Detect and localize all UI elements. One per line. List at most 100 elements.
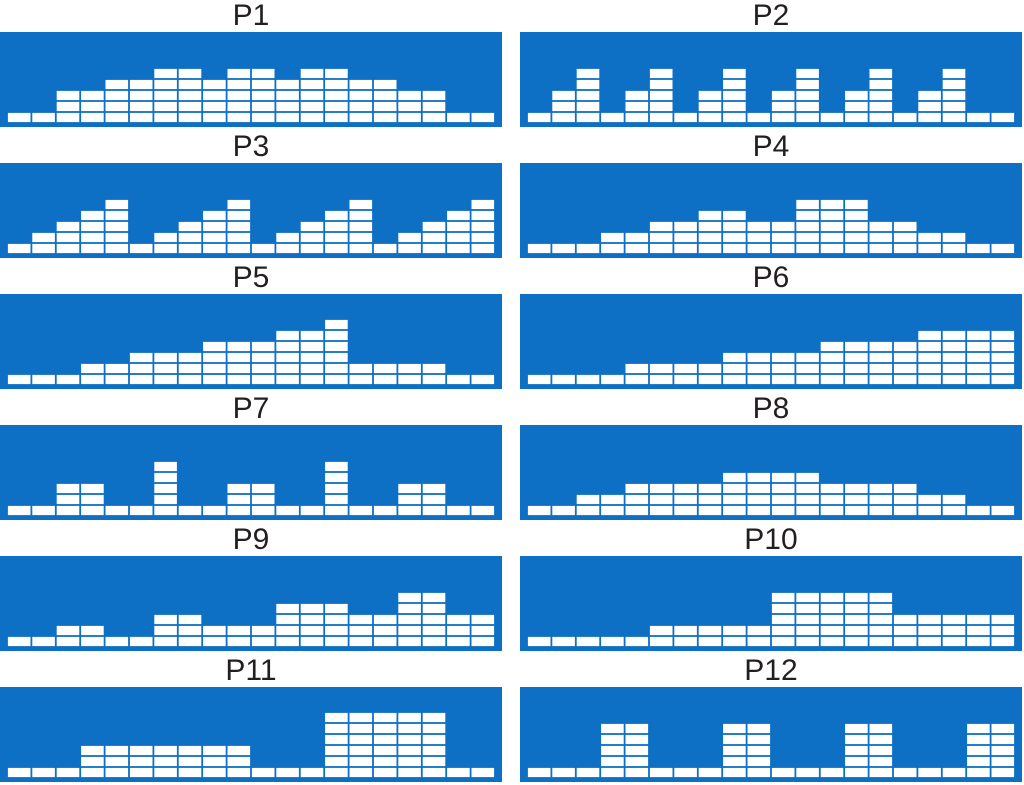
bar [673, 767, 698, 778]
bar-block [348, 712, 373, 723]
bar-block [844, 614, 869, 625]
bar [421, 712, 447, 778]
bar-block [202, 363, 227, 374]
bar-block [226, 745, 251, 756]
bar-block [397, 767, 422, 778]
bar-block [275, 603, 300, 614]
bar [649, 221, 674, 254]
bar [373, 614, 398, 647]
bar-block [177, 614, 203, 625]
bar-block [868, 68, 893, 79]
bar-block [446, 625, 471, 636]
bar [31, 112, 56, 123]
bar-block [153, 232, 178, 243]
bar [551, 90, 576, 123]
bar-block [575, 494, 601, 505]
bar-block [844, 352, 869, 363]
bar-block [697, 243, 723, 254]
bar-block [446, 243, 471, 254]
plot-area [520, 32, 1022, 127]
bar-block [868, 745, 893, 756]
panel-title: P11 [225, 654, 277, 687]
bar [275, 330, 300, 385]
bar-block [177, 232, 203, 243]
bar-block [844, 734, 869, 745]
bar-block [673, 221, 698, 232]
bar-block [990, 112, 1015, 123]
bar [746, 625, 771, 647]
bar-block [421, 232, 447, 243]
bar-block [600, 505, 625, 516]
bar-block [722, 363, 747, 374]
bar-block [129, 90, 154, 101]
bar-block [868, 243, 893, 254]
bar-block [624, 494, 649, 505]
bar [893, 483, 918, 516]
bar-block [990, 723, 1015, 734]
bar-block [819, 341, 845, 352]
bar [941, 767, 967, 778]
bar-block [795, 636, 820, 647]
bar-block [844, 745, 869, 756]
bar-block [941, 625, 967, 636]
plot-area [0, 425, 502, 520]
bar [868, 723, 893, 778]
bar-block [55, 625, 81, 636]
bar-block [795, 101, 820, 112]
bar [421, 592, 447, 647]
bar-block [397, 723, 422, 734]
bar-block [771, 363, 796, 374]
bar [771, 90, 796, 123]
bar-block [397, 232, 422, 243]
bar-block [299, 90, 325, 101]
bar-block [80, 101, 105, 112]
bar [373, 363, 398, 385]
bar-block [373, 636, 398, 647]
bar-block [600, 112, 625, 123]
bar [397, 232, 422, 254]
bar-block [844, 199, 869, 210]
bar [129, 745, 154, 778]
bar-block [746, 505, 771, 516]
bar-block [470, 767, 495, 778]
bar-block [348, 363, 373, 374]
bar-block [868, 79, 893, 90]
bar-block [673, 494, 698, 505]
bar-block [348, 745, 373, 756]
bar-block [153, 79, 178, 90]
bar [941, 494, 967, 516]
bar-block [299, 243, 325, 254]
bar [917, 767, 942, 778]
bar-block [202, 341, 227, 352]
bar [673, 112, 698, 123]
bar-block [177, 352, 203, 363]
bar [446, 374, 471, 385]
bar-block [299, 232, 325, 243]
bar-block [893, 221, 918, 232]
bar-block [373, 723, 398, 734]
bar-block [868, 232, 893, 243]
bar-block [990, 767, 1015, 778]
bar-block [397, 734, 422, 745]
bar-block [275, 330, 300, 341]
bar [575, 636, 601, 647]
bar [31, 505, 56, 516]
bar-block [348, 232, 373, 243]
bar-block [844, 374, 869, 385]
bar [941, 232, 967, 254]
bar-block [299, 221, 325, 232]
bar-block [966, 352, 991, 363]
bar [177, 505, 203, 516]
bar-block [299, 767, 325, 778]
bar-block [55, 374, 81, 385]
bar-block [421, 374, 447, 385]
bar [649, 767, 674, 778]
bar-block [275, 79, 300, 90]
bar [275, 603, 300, 647]
bar [153, 68, 178, 123]
bar [551, 505, 576, 516]
chart-panel: P4 [520, 131, 1022, 261]
bar [7, 243, 32, 254]
panel-title: P9 [232, 523, 270, 556]
bar-block [202, 243, 227, 254]
